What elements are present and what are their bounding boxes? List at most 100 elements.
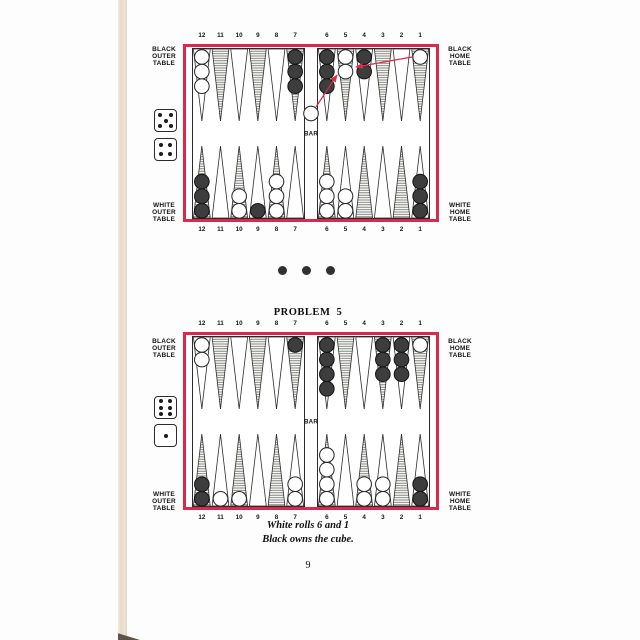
die-pip [167, 399, 172, 404]
caption-roll: White rolls 6 and 1 [266, 520, 350, 531]
point-number-bottom: 3 [381, 226, 385, 233]
die-pip [167, 405, 172, 410]
black-checker [287, 337, 303, 353]
top-point-9 [248, 48, 267, 122]
point-number-bottom: 4 [362, 226, 366, 233]
right-table [317, 336, 430, 507]
white-checker [319, 461, 335, 478]
black-checker [319, 63, 335, 80]
point-number-top: 8 [275, 32, 279, 39]
die-4 [154, 138, 177, 161]
black-checker [356, 49, 372, 65]
die-pip [158, 113, 163, 118]
white-checker [375, 476, 391, 493]
bottom-point-2 [392, 433, 411, 507]
black-checker [194, 202, 210, 219]
white-checker [212, 490, 229, 507]
point-number-bottom: 12 [198, 226, 206, 233]
point-number-bottom: 2 [400, 514, 404, 521]
label-black-home-table: BLACK HOME TABLE [448, 338, 472, 360]
page-edge [118, 0, 127, 640]
white-checker [337, 202, 354, 219]
black-checker [319, 78, 335, 95]
white-checker [194, 337, 210, 353]
board-red-border [183, 332, 439, 510]
black-checker [194, 188, 210, 205]
black-checker [412, 202, 428, 219]
top-point-10 [230, 336, 249, 410]
point-number-top: 6 [325, 320, 329, 327]
white-checker [337, 188, 354, 205]
board-red-border [183, 44, 439, 222]
bottom-point-3 [373, 145, 392, 219]
point-number-bottom: 6 [325, 226, 329, 233]
black-checker [194, 476, 210, 493]
bottom-point-8 [267, 433, 286, 507]
top-point-4 [355, 336, 374, 410]
white-checker [412, 49, 428, 65]
black-checker [319, 351, 335, 368]
white-checker [319, 188, 335, 205]
point-number-bottom: 1 [418, 226, 422, 233]
point-number-top: 1 [418, 32, 422, 39]
white-checker [231, 202, 247, 219]
white-checker [268, 173, 285, 190]
die-pip [159, 411, 164, 416]
bottom-point-2 [392, 145, 411, 219]
white-checker [194, 63, 210, 80]
point-number-top: 9 [256, 320, 260, 327]
point-number-top: 9 [256, 32, 260, 39]
black-checker [319, 49, 335, 65]
black-checker [393, 337, 410, 353]
top-point-5 [336, 336, 355, 410]
point-number-bottom: 7 [293, 226, 297, 233]
point-number-top: 2 [400, 32, 404, 39]
top-point-3 [373, 48, 392, 122]
top-point-2 [392, 48, 411, 122]
label-white-home-table: WHITE HOME TABLE [448, 491, 472, 513]
bottom-point-4 [355, 145, 374, 219]
point-number-top: 10 [236, 32, 244, 39]
point-number-bottom: 5 [344, 514, 348, 521]
black-checker [412, 476, 428, 493]
point-number-top: 1 [418, 320, 422, 327]
point-number-bottom: 10 [236, 226, 244, 233]
point-number-bottom: 11 [217, 226, 224, 233]
black-checker [412, 188, 428, 205]
die-pip [158, 142, 163, 147]
move-arrow [355, 56, 413, 69]
point-number-top: 5 [344, 32, 348, 39]
label-black-outer-table: BLACK OUTER TABLE [152, 46, 176, 68]
bottom-point-7 [286, 145, 305, 219]
black-checker [375, 366, 391, 383]
point-number-top: 12 [198, 320, 206, 327]
point-number-bottom: 5 [344, 226, 348, 233]
black-checker [287, 63, 303, 80]
point-number-bottom: 4 [362, 514, 366, 521]
die-pip [167, 411, 172, 416]
white-checker [356, 476, 372, 493]
separator-dot [326, 266, 335, 275]
point-number-bottom: 10 [236, 514, 244, 521]
top-point-10 [230, 48, 249, 122]
point-number-bottom: 3 [381, 514, 385, 521]
die-5 [154, 109, 177, 132]
top-point-1 [411, 48, 430, 122]
label-black-home-table: BLACK HOME TABLE [448, 46, 472, 68]
white-checker [194, 78, 210, 95]
white-checker [268, 188, 285, 205]
black-checker [319, 337, 335, 353]
point-number-bottom: 11 [217, 514, 224, 521]
point-number-bottom: 8 [275, 514, 279, 521]
white-checker [319, 447, 335, 463]
label-white-outer-table: WHITE OUTER TABLE [152, 202, 176, 224]
top-point-8 [267, 336, 286, 410]
separator-dot [302, 266, 311, 275]
white-checker [319, 490, 335, 507]
page-number: 9 [305, 560, 311, 571]
point-number-top: 3 [381, 320, 385, 327]
white-checker [194, 351, 210, 368]
move-arrow [315, 74, 338, 108]
right-table [317, 48, 430, 219]
